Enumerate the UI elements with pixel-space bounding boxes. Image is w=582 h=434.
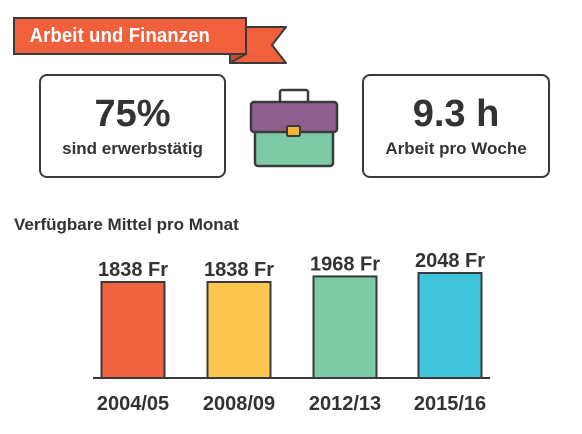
bar-value-label: 1968 Fr xyxy=(310,253,380,275)
bar-2012/13 xyxy=(312,275,378,379)
page-title: Arbeit und Finanzen xyxy=(29,24,210,47)
x-tick-label: 2012/13 xyxy=(309,393,381,415)
stat-hours-label: Arbeit pro Woche xyxy=(385,139,527,158)
bar-chart: 1838 Fr 2004/05 1838 Fr 2008/09 1968 Fr 2012/… xyxy=(93,250,490,415)
ribbon-shape xyxy=(13,17,287,64)
x-tick-label: 2015/16 xyxy=(414,393,486,415)
bar-value-label: 1838 Fr xyxy=(98,259,168,281)
x-tick-label: 2004/05 xyxy=(97,393,169,415)
header-ribbon: Arbeit und Finanzen xyxy=(0,0,300,70)
stat-employed: 75% sind erwerbstätig xyxy=(39,74,226,178)
bar-2004/05 xyxy=(100,281,166,379)
x-tick-label: 2008/09 xyxy=(203,393,275,415)
bar-2008/09 xyxy=(206,281,272,379)
briefcase-icon xyxy=(248,88,340,168)
stat-hours-value: 9.3 h xyxy=(412,93,500,135)
chart-title: Verfügbare Mittel pro Monat xyxy=(14,215,239,234)
stat-employed-value: 75% xyxy=(94,93,171,135)
bar-value-label: 2048 Fr xyxy=(415,250,485,272)
stat-employed-label: sind erwerbstätig xyxy=(62,139,203,158)
bar-value-label: 1838 Fr xyxy=(204,259,274,281)
stat-hours: 9.3 h Arbeit pro Woche xyxy=(362,74,550,178)
bar-2015/16 xyxy=(417,272,483,379)
